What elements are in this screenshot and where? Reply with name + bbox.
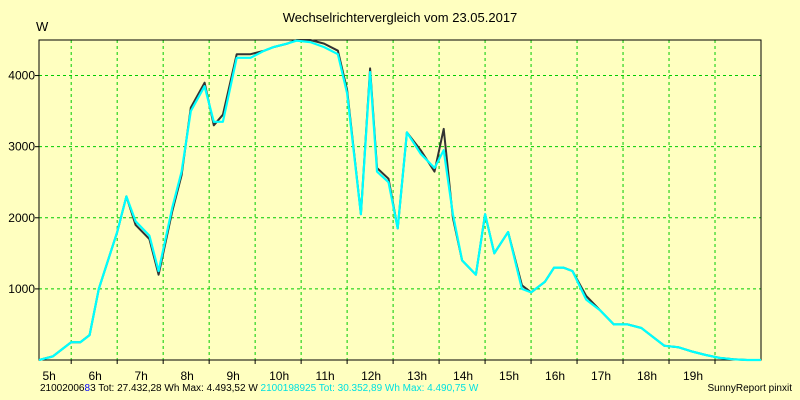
x-tick-label: 7h [134,369,147,383]
x-tick-label: 14h [453,369,473,383]
x-tick-label: 6h [88,369,101,383]
axis-ticks: 1000 2000 3000 4000 5h 6h 7h 8h 9h 10h 11h 12h 13h 14… [8,69,716,383]
x-tick-label: 9h [226,369,239,383]
x-tick-label: 15h [499,369,519,383]
series-lines [38,39,761,362]
y-axis-unit: W [36,19,49,34]
x-tick-label: 18h [637,369,657,383]
footer-series2-summary: 2100198925 Tot: 30.352,89 Wh Max: 4.490,… [260,383,479,394]
x-tick-label: 12h [361,369,381,383]
x-tick-label: 17h [591,369,611,383]
x-tick-label: 13h [407,369,427,383]
y-tick-label: 2000 [8,211,35,225]
grid-lines [39,40,761,360]
y-tick-label: 1000 [8,282,35,296]
footer-credit: SunnyReport pinxit [707,383,793,394]
x-tick-label: 11h [316,369,335,383]
y-tick-label: 4000 [8,69,35,83]
chart-title: Wechselrichtervergleich vom 23.05.2017 [283,10,518,25]
x-tick-label: 16h [545,369,565,383]
x-tick-label: 19h [683,369,703,383]
x-tick-label: 10h [269,369,289,383]
x-tick-label: 8h [180,369,193,383]
footer-series-summary: 2100200683 Tot: 27.432,28 Wh Max: 4.493,… [40,383,478,394]
y-tick-label: 3000 [8,140,35,154]
footer-series1-summary: 3 Tot: 27.432,28 Wh Max: 4.493,52 W [90,383,261,394]
plot-frame [38,39,762,361]
x-tick-label: 5h [43,369,56,383]
footer-series1-highlight: 8 [84,383,91,394]
series-line-2100198925 [38,39,761,362]
footer-series1-prefix: 21002006 [40,383,85,394]
